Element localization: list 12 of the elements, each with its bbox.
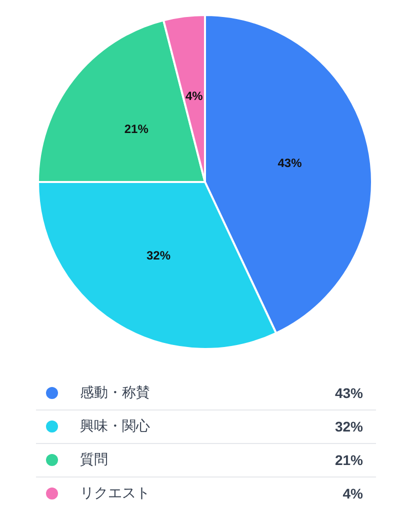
legend-label: 感動・称賛 [80,385,150,401]
legend-label: リクエスト [80,486,150,502]
legend-label: 興味・関心 [80,418,150,434]
text: 43% [334,385,363,401]
data-label: 43% [278,156,302,170]
legend-label: 質問 [80,452,108,468]
data-label: 21% [124,122,149,136]
text: 32% [334,418,363,434]
text: 4% [342,486,363,502]
data-label: 4% [185,88,204,103]
text: 21% [334,452,363,468]
data-label: 32% [146,248,171,262]
